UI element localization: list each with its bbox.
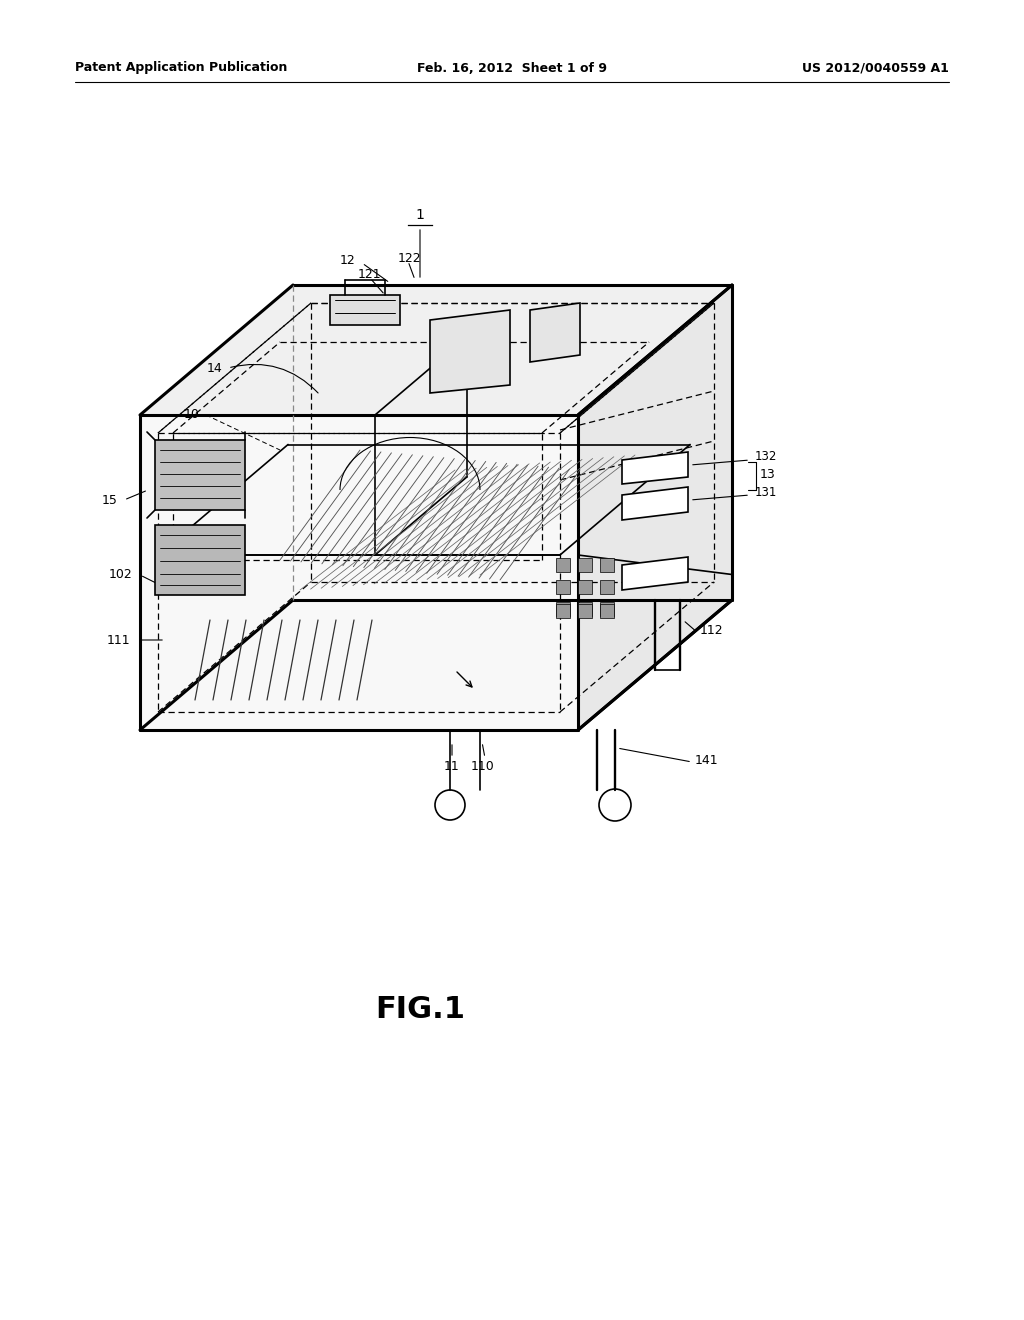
Polygon shape — [600, 579, 614, 594]
Text: 11: 11 — [444, 760, 460, 774]
Polygon shape — [556, 602, 570, 616]
Text: 15: 15 — [102, 494, 118, 507]
Text: 102: 102 — [109, 569, 132, 582]
Polygon shape — [622, 557, 688, 590]
Text: 13: 13 — [760, 469, 776, 482]
Text: US 2012/0040559 A1: US 2012/0040559 A1 — [802, 62, 949, 74]
Polygon shape — [579, 602, 592, 616]
Polygon shape — [556, 558, 570, 572]
Text: 112: 112 — [700, 623, 724, 636]
Polygon shape — [579, 579, 592, 594]
Polygon shape — [556, 579, 570, 594]
Polygon shape — [600, 605, 614, 618]
Polygon shape — [622, 487, 688, 520]
Text: 10: 10 — [184, 408, 200, 421]
Text: 132: 132 — [755, 450, 777, 463]
Text: FIG.1: FIG.1 — [375, 995, 465, 1024]
Polygon shape — [155, 440, 245, 510]
Text: Feb. 16, 2012  Sheet 1 of 9: Feb. 16, 2012 Sheet 1 of 9 — [417, 62, 607, 74]
Polygon shape — [600, 602, 614, 616]
Text: 111: 111 — [106, 634, 130, 647]
Text: 1: 1 — [416, 209, 424, 222]
Polygon shape — [140, 414, 578, 730]
Polygon shape — [330, 294, 400, 325]
Text: 131: 131 — [755, 486, 777, 499]
Polygon shape — [579, 558, 592, 572]
Polygon shape — [556, 605, 570, 618]
Text: 122: 122 — [398, 252, 422, 264]
Polygon shape — [622, 451, 688, 484]
Polygon shape — [579, 605, 592, 618]
Polygon shape — [578, 285, 732, 730]
Text: 121: 121 — [358, 268, 382, 281]
Polygon shape — [430, 310, 510, 393]
Polygon shape — [155, 525, 245, 595]
Text: 12: 12 — [339, 253, 355, 267]
Text: 14: 14 — [206, 362, 222, 375]
Text: Patent Application Publication: Patent Application Publication — [75, 62, 288, 74]
Polygon shape — [600, 558, 614, 572]
Text: 141: 141 — [695, 754, 719, 767]
Polygon shape — [530, 304, 580, 362]
Polygon shape — [140, 285, 732, 414]
Text: 110: 110 — [471, 760, 495, 774]
